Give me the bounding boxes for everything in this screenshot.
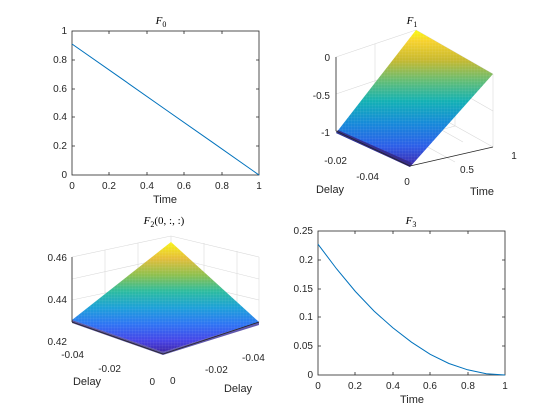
f1-surface-mesh	[336, 30, 493, 167]
f0-xtick: 0.8	[215, 181, 229, 192]
f0-xtick: 0.2	[102, 181, 116, 192]
f2-axis-lines	[71, 257, 260, 355]
f2-ztick: 0.46	[48, 253, 68, 264]
f3-series-line	[317, 243, 506, 376]
f3-xtick: 1	[502, 381, 508, 392]
panel-f3: F3 0 0.2 0.4 0.6 0.8 1 0 0.05 0.1 0.15 0…	[294, 215, 509, 406]
f1-title: F1	[406, 15, 418, 29]
f0-xtick: 1	[256, 181, 262, 192]
f2-left-ticks: -0.04 -0.02 0	[61, 350, 155, 388]
f3-yticks: 0 0.05 0.1 0.15 0.2 0.25	[294, 226, 505, 381]
f1-xtick: 0	[404, 177, 410, 188]
f2-ytick: -0.04	[61, 350, 84, 361]
f3-ytick: 0.2	[299, 255, 313, 266]
f1-ztick: -1	[321, 128, 330, 139]
f1-yticks: -0.02 -0.04	[324, 156, 379, 183]
f3-xtick: 0	[315, 381, 321, 392]
f1-ytick: -0.02	[324, 156, 347, 167]
f3-xtick: 0.8	[461, 381, 475, 392]
f0-title: F0	[155, 15, 167, 29]
f0-ytick: 1	[61, 26, 67, 37]
f3-ytick: 0.1	[299, 312, 313, 323]
f3-xtick: 0.6	[423, 381, 437, 392]
f1-axis-lines	[335, 57, 494, 167]
f0-ytick-marks	[72, 59, 259, 147]
f1-ztick: -0.5	[313, 91, 331, 102]
f0-ytick: 0.2	[53, 141, 67, 152]
f0-xticks: 0 0.2 0.4 0.6 0.8 1	[69, 31, 262, 192]
f3-title: F3	[405, 215, 417, 229]
f0-ytick: 0.4	[53, 112, 67, 123]
f0-ytick: 0.6	[53, 84, 67, 95]
f0-ytick: 0	[61, 170, 67, 181]
f0-xlabel: Time	[153, 194, 177, 206]
f1-ylabel: Delay	[316, 184, 345, 196]
f2-right-ticks: 0 -0.02 -0.04	[170, 353, 265, 387]
f0-series-line	[71, 43, 260, 176]
f3-ytick: 0.15	[294, 284, 314, 295]
f1-xtick: 1	[511, 151, 517, 162]
f2-xtick: -0.04	[242, 353, 265, 364]
f0-xtick: 0.4	[140, 181, 154, 192]
f2-xtick: 0	[170, 376, 176, 387]
f3-ytick-marks	[318, 259, 505, 347]
f0-axes-box	[71, 30, 260, 176]
f3-ytick: 0.05	[294, 341, 314, 352]
f0-xtick-marks	[108, 31, 223, 175]
f3-xtick: 0.2	[348, 381, 362, 392]
f2-ztick: 0.42	[48, 337, 68, 348]
f2-ytick: 0	[149, 377, 155, 388]
f2-ytick: -0.02	[98, 364, 121, 375]
f2-surface-mesh	[72, 242, 259, 352]
f3-xlabel: Time	[400, 394, 424, 406]
f0-xtick: 0.6	[177, 181, 191, 192]
f3-xtick: 0.4	[386, 381, 400, 392]
f2-zticks: 0.46 0.44 0.42	[48, 253, 68, 348]
f3-xtick-marks	[354, 231, 469, 375]
f0-xtick: 0	[69, 181, 75, 192]
f3-ytick: 0.25	[294, 226, 314, 237]
f0-ytick: 0.8	[53, 55, 67, 66]
f3-axes-box	[317, 230, 506, 376]
f3-ytick: 0	[307, 370, 313, 381]
f2-ztick: 0.44	[48, 295, 68, 306]
f3-xticks: 0 0.2 0.4 0.6 0.8 1	[315, 231, 508, 392]
f2-ylabel: Delay	[73, 376, 102, 388]
f1-ztick: 0	[324, 53, 330, 64]
f1-xticks: 0 0.5 1	[404, 151, 517, 188]
f2-title: F2(0, :, :)	[143, 215, 185, 229]
panel-f2: F2(0, :, :) 0.46 0.44 0.42 -0.04 -0.02 0…	[48, 215, 266, 395]
panel-f1: F1 0 -0.5 -1 -0.02 -0.04 0 0.5 1 Delay T…	[313, 15, 517, 198]
panel-f0: F0 0 0.2 0.4 0.6 0.8 1 0 0.2 0.4 0.6 0.8…	[53, 15, 262, 206]
f1-xtick: 0.5	[460, 165, 474, 176]
f0-yticks: 0 0.2 0.4 0.6 0.8 1	[53, 26, 259, 181]
f1-zticks: 0 -0.5 -1	[313, 53, 331, 139]
f1-xlabel: Time	[470, 186, 494, 198]
f2-xlabel: Delay	[224, 383, 253, 395]
f2-xtick: -0.02	[205, 365, 228, 376]
f1-ytick: -0.04	[356, 172, 379, 183]
